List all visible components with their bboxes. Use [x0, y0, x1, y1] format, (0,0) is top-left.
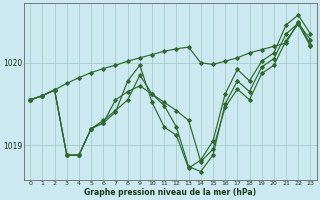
X-axis label: Graphe pression niveau de la mer (hPa): Graphe pression niveau de la mer (hPa) — [84, 188, 256, 197]
